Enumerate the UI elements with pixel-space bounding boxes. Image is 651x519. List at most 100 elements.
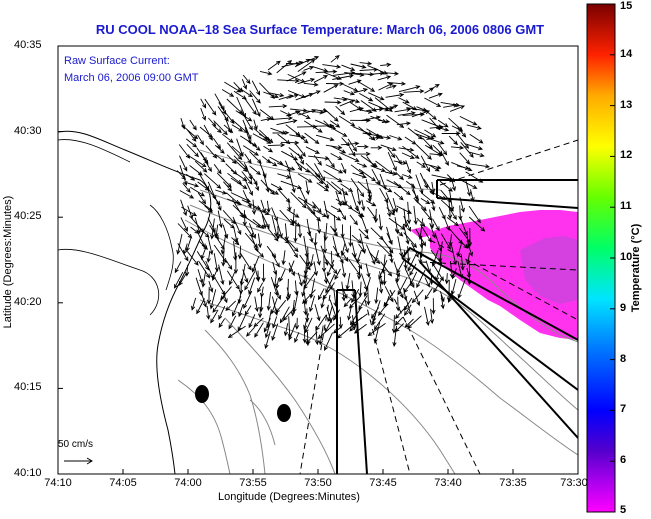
current-vector <box>313 232 318 247</box>
current-vector <box>351 313 368 326</box>
current-vector <box>244 271 256 291</box>
x-tick-label: 73:30 <box>560 477 588 489</box>
current-vector <box>198 260 211 279</box>
current-vector <box>239 252 252 271</box>
current-vector <box>339 152 360 162</box>
current-vector <box>224 81 242 93</box>
x-tick-label: 73:40 <box>434 477 462 489</box>
current-vector <box>215 154 226 163</box>
current-vector <box>467 244 474 257</box>
current-vector <box>349 322 358 332</box>
current-vector <box>231 296 242 317</box>
current-vector <box>466 124 482 130</box>
current-vector <box>330 145 347 154</box>
current-vector <box>404 318 414 328</box>
x-tick-label: 73:45 <box>369 477 397 489</box>
y-tick-label: 40:15 <box>14 381 42 394</box>
current-vector <box>294 317 300 330</box>
current-vector <box>431 199 436 212</box>
current-vector <box>375 181 393 193</box>
colorbar-tick-label: 8 <box>620 352 627 365</box>
current-vector <box>251 255 260 273</box>
current-vector <box>326 180 343 195</box>
current-vector <box>416 269 426 289</box>
current-vector <box>270 183 283 191</box>
current-vector <box>204 98 217 116</box>
current-vector <box>215 189 228 195</box>
current-vector <box>242 74 251 85</box>
current-vector <box>203 173 222 189</box>
current-vector <box>340 141 360 146</box>
current-vector <box>238 304 244 318</box>
current-vector <box>424 129 437 138</box>
current-vector <box>230 192 252 203</box>
current-vector <box>424 306 430 326</box>
current-vector <box>284 236 299 253</box>
current-vector <box>226 270 240 290</box>
current-vector <box>335 105 346 116</box>
current-vector <box>267 159 278 167</box>
current-vector <box>276 162 296 171</box>
current-vector <box>446 217 459 227</box>
current-vector <box>313 155 322 166</box>
current-vector <box>267 142 286 148</box>
current-vector <box>174 271 184 289</box>
current-vector <box>411 289 424 304</box>
current-vector <box>178 155 188 172</box>
current-vector <box>358 295 368 311</box>
current-vector <box>222 290 228 304</box>
current-vector <box>413 205 418 226</box>
current-vector <box>200 98 207 109</box>
current-vector <box>259 210 270 229</box>
current-vector <box>389 135 403 141</box>
current-vector <box>270 115 294 121</box>
current-vector <box>249 165 261 176</box>
current-vector <box>231 145 244 157</box>
current-vector <box>290 299 296 317</box>
current-vector <box>341 281 346 302</box>
current-vector <box>336 324 354 339</box>
colorbar-tick-label: 15 <box>620 0 633 12</box>
current-vector <box>294 332 300 343</box>
current-vector <box>347 138 357 152</box>
current-vector <box>222 133 234 143</box>
current-vector <box>305 146 320 154</box>
current-vector <box>332 74 355 80</box>
current-vector <box>326 259 335 277</box>
current-vector <box>304 132 320 145</box>
current-vector <box>225 300 237 312</box>
current-vector <box>458 178 478 189</box>
current-vector <box>250 142 261 151</box>
current-vector <box>457 277 467 299</box>
current-vector <box>245 326 256 337</box>
current-vector <box>280 180 303 190</box>
current-vector <box>297 58 316 72</box>
current-vector <box>368 71 385 76</box>
current-vector <box>358 168 377 182</box>
current-vector <box>467 163 491 169</box>
sst-patch <box>410 210 578 340</box>
current-vector <box>324 100 342 105</box>
colorbar-tick-label: 10 <box>620 251 633 263</box>
current-vector <box>200 291 207 308</box>
current-vector <box>326 156 335 169</box>
current-vector <box>338 115 356 127</box>
current-vector <box>220 286 232 301</box>
current-vector <box>437 119 449 128</box>
current-vector <box>314 108 328 114</box>
current-vector <box>470 189 475 203</box>
current-vector <box>433 277 444 294</box>
current-vector <box>370 165 386 173</box>
current-vector <box>402 223 410 245</box>
current-vector <box>443 215 450 231</box>
current-vector <box>351 280 356 299</box>
current-vector <box>353 323 367 334</box>
current-vector <box>451 268 457 280</box>
current-vector <box>243 291 253 309</box>
y-tick-label: 40:35 <box>14 39 42 51</box>
current-vector <box>315 134 335 142</box>
current-vector <box>210 218 215 240</box>
colorbar-ticks <box>610 3 615 513</box>
current-vector <box>358 228 370 240</box>
current-vector <box>240 88 253 98</box>
